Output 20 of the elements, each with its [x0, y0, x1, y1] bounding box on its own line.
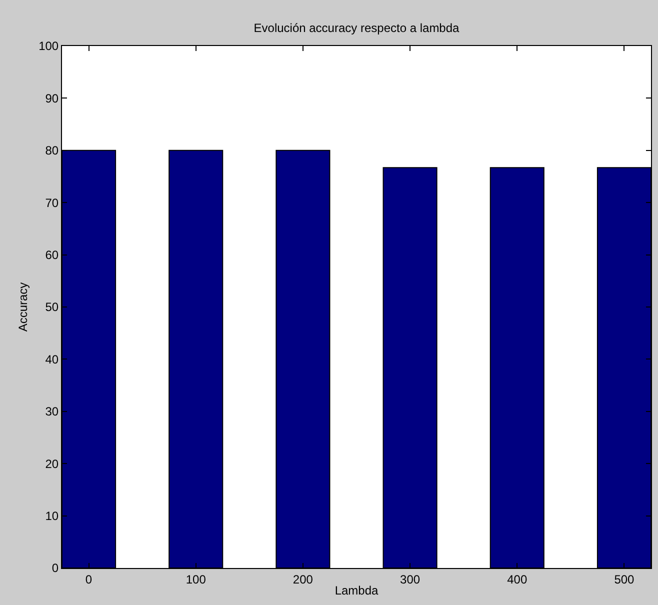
y-tick-label: 90: [45, 91, 59, 106]
y-tick-label: 40: [45, 352, 59, 366]
y-tick-label: 80: [45, 144, 59, 158]
y-tick-label: 100: [38, 39, 59, 54]
x-tick-label: 0: [85, 572, 92, 586]
y-axis-title: Accuracy: [16, 282, 30, 332]
x-tick-label: 300: [400, 572, 420, 586]
y-tick-label: 30: [45, 404, 59, 419]
x-axis-title: Lambda: [334, 583, 379, 598]
x-tick-label: 200: [292, 572, 314, 586]
y-tick-label: 50: [45, 300, 59, 314]
x-tick-label: 500: [614, 572, 635, 586]
y-tick-label: 70: [45, 196, 59, 210]
chart-title: Evolución accuracy respecto a lambda: [254, 21, 460, 36]
y-tick-label: 0: [52, 561, 59, 576]
x-tick-label: 400: [507, 572, 528, 586]
y-tick-label: 60: [45, 248, 59, 262]
x-tick-label: 100: [186, 572, 206, 586]
y-tick-label: 10: [45, 509, 59, 523]
y-tick-label: 20: [45, 456, 59, 471]
